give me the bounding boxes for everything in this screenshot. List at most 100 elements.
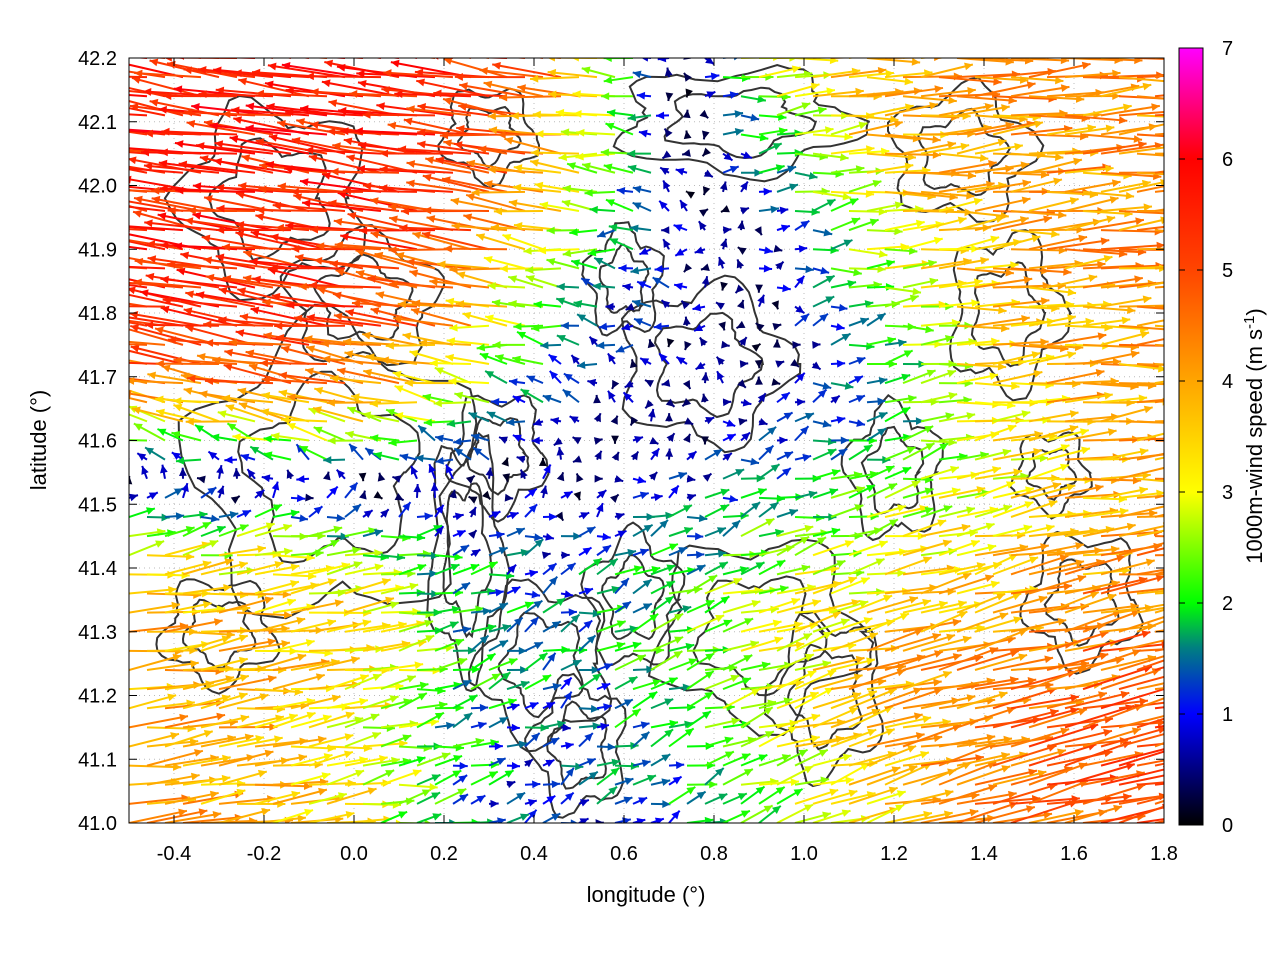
wind-arrow	[573, 109, 616, 118]
wind-arrow	[308, 792, 348, 805]
wind-arrow	[465, 474, 476, 484]
wind-arrow	[794, 265, 814, 274]
wind-arrow	[488, 639, 509, 652]
contour-line	[647, 538, 875, 737]
wind-arrow	[380, 675, 417, 691]
wind-arrow	[668, 775, 683, 786]
wind-arrow	[374, 251, 436, 270]
wind-arrow	[362, 509, 374, 519]
wind-arrow	[866, 518, 899, 538]
wind-arrow	[758, 246, 773, 255]
wind-arrow	[524, 503, 538, 518]
wind-arrow	[1118, 750, 1164, 767]
wind-arrow	[472, 446, 490, 461]
wind-arrow	[578, 672, 602, 690]
wind-arrow	[434, 638, 465, 652]
x-tick-label: 1.2	[880, 843, 908, 865]
contour-line	[581, 221, 665, 337]
wind-arrow	[488, 546, 509, 557]
wind-arrow	[903, 58, 907, 59]
wind-arrow	[398, 681, 429, 691]
wind-arrow	[1136, 589, 1164, 595]
wind-arrow	[758, 585, 789, 595]
wind-arrow	[632, 679, 662, 691]
wind-arrow	[272, 711, 316, 729]
wind-arrow	[416, 524, 443, 538]
colorbar-tick-label: 1	[1222, 704, 1233, 726]
wind-arrow	[129, 152, 130, 154]
wind-arrow	[1118, 505, 1164, 518]
wind-arrow	[794, 490, 818, 499]
wind-arrow	[974, 592, 1022, 614]
wind-arrow	[704, 750, 735, 767]
wind-arrow	[373, 58, 381, 59]
wind-arrow	[144, 446, 166, 461]
wind-arrow	[129, 713, 189, 729]
wind-arrow	[902, 671, 953, 691]
wind-arrow	[488, 571, 515, 580]
wind-arrow	[547, 58, 561, 59]
wind-arrow	[362, 411, 400, 423]
wind-arrow	[776, 599, 822, 614]
wind-arrow	[452, 563, 480, 576]
wind-arrow	[164, 512, 185, 521]
wind-arrow	[692, 303, 706, 312]
wind-arrow	[849, 58, 856, 59]
wind-arrow	[236, 590, 291, 599]
colorbar-gradient	[1178, 47, 1204, 826]
wind-arrow	[740, 730, 775, 748]
wind-arrow	[830, 531, 863, 540]
wind-arrow	[398, 501, 412, 518]
wind-arrow	[423, 418, 454, 427]
wind-arrow	[129, 601, 181, 614]
contour-line	[612, 63, 870, 183]
wind-arrow	[884, 750, 930, 767]
wind-arrow	[1082, 727, 1142, 748]
wind-arrow	[812, 559, 846, 576]
wind-arrow	[830, 486, 866, 499]
wind-arrow	[614, 625, 639, 633]
wind-arrow	[1136, 494, 1164, 499]
wind-arrow	[650, 636, 684, 652]
wind-arrow	[136, 452, 148, 461]
wind-arrow	[686, 564, 706, 576]
wind-arrow	[308, 539, 340, 557]
wind-arrow	[508, 378, 526, 386]
wind-arrow	[956, 765, 1011, 786]
wind-arrow	[200, 514, 220, 523]
wind-arrow	[524, 701, 539, 710]
wind-arrow	[1064, 428, 1117, 442]
wind-arrow	[674, 248, 688, 257]
wind-arrow	[313, 426, 346, 442]
wind-arrow	[650, 580, 676, 595]
wind-arrow	[550, 417, 562, 425]
wind-arrow	[506, 780, 516, 789]
wind-arrow	[502, 473, 511, 483]
wind-arrow	[344, 527, 378, 538]
wind-arrow	[632, 185, 652, 194]
wind-arrow	[866, 732, 925, 748]
wind-arrow	[776, 524, 814, 538]
wind-arrow	[812, 540, 854, 557]
wind-arrow	[704, 549, 727, 558]
y-tick-label: 42.0	[78, 176, 117, 198]
wind-arrow	[686, 652, 715, 671]
wind-arrow	[704, 416, 715, 425]
wind-arrow	[665, 413, 673, 422]
wind-arrow	[812, 420, 832, 428]
wind-arrow	[524, 616, 540, 633]
wind-arrow	[129, 507, 156, 518]
wind-arrow	[596, 341, 616, 350]
wind-arrow	[1028, 574, 1087, 595]
wind-arrow	[737, 246, 747, 255]
wind-arrow	[736, 259, 745, 269]
wind-arrow	[794, 660, 832, 671]
wind-arrow	[920, 62, 974, 79]
wind-arrow	[272, 673, 325, 691]
wind-arrow	[454, 391, 490, 404]
wind-arrow	[1010, 500, 1058, 518]
wind-arrow	[578, 704, 600, 713]
wind-arrow	[488, 757, 507, 767]
wind-arrow	[884, 466, 912, 480]
wind-arrow	[884, 294, 919, 308]
